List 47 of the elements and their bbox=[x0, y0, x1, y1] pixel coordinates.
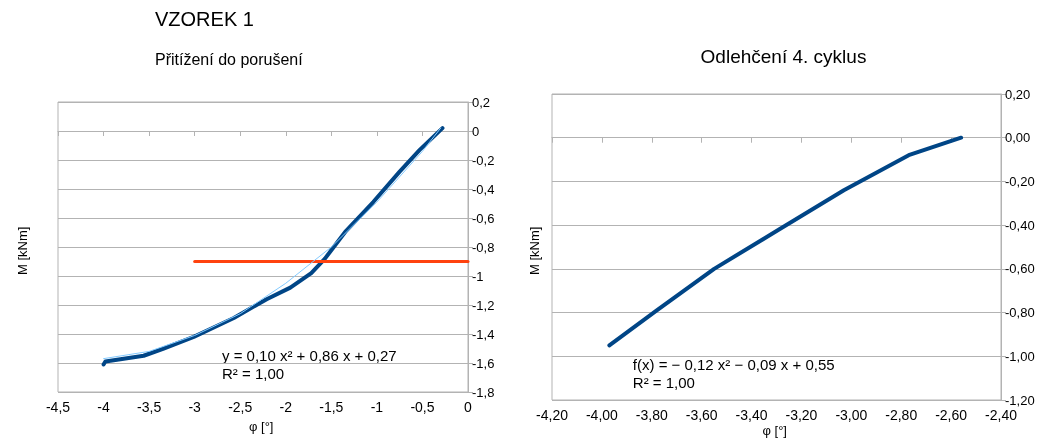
y-tick-label: -1 bbox=[472, 268, 484, 284]
y-tick-label: -1,00 bbox=[1005, 348, 1035, 364]
y-tick-label: -0,6 bbox=[472, 210, 495, 226]
line-series bbox=[607, 135, 964, 348]
y-axis-title: M [kNm] bbox=[15, 226, 30, 275]
x-axis-title: φ [°] bbox=[249, 419, 274, 434]
y-tick-label: -0,2 bbox=[472, 152, 495, 168]
x-tick-label: -1 bbox=[370, 399, 384, 415]
y-tick-label: 0,2 bbox=[472, 94, 491, 110]
y-tick-label: -0,4 bbox=[472, 181, 495, 197]
y-tick-label: 0,00 bbox=[1005, 130, 1031, 146]
chart-title: VZOREK 1 bbox=[155, 8, 254, 30]
x-tick-label: -4,00 bbox=[585, 407, 619, 423]
x-tick-label: -2,60 bbox=[935, 407, 968, 423]
y-axis-title: M [kNm] bbox=[527, 226, 542, 275]
x-tick-label: -4,5 bbox=[45, 399, 71, 415]
y-tick-label: -1,6 bbox=[472, 355, 495, 371]
x-tick-label: -2,5 bbox=[228, 399, 253, 415]
x-tick-label: -2 bbox=[279, 399, 293, 415]
y-tick-label: -0,80 bbox=[1005, 305, 1035, 321]
x-tick-label: -0,5 bbox=[410, 399, 435, 415]
annotation: f(x) = − 0,12 x² − 0,09 x + 0,55 R² = 1,00 bbox=[632, 355, 835, 391]
y-tick-label: 0,20 bbox=[1005, 86, 1031, 102]
y-tick-label: -1,4 bbox=[472, 326, 495, 342]
y-tick-label: -1,8 bbox=[472, 384, 495, 400]
y-tick-label: -0,40 bbox=[1005, 217, 1035, 233]
x-tick-label: -3,60 bbox=[685, 407, 718, 423]
x-tick-label: -3,20 bbox=[785, 407, 818, 423]
x-tick-label: -3,5 bbox=[137, 399, 162, 415]
y-tick-label: -0,20 bbox=[1005, 173, 1035, 189]
x-tick-label: -3,80 bbox=[635, 407, 668, 423]
x-axis-title: φ [°] bbox=[762, 423, 787, 438]
x-tick-label: -2,40 bbox=[985, 407, 1018, 423]
x-tick-label: -1,5 bbox=[319, 399, 344, 415]
x-tick-label: -4 bbox=[97, 399, 110, 415]
chart-subtitle: Přitížení do porušení bbox=[155, 50, 304, 68]
x-tick-label: -3,40 bbox=[735, 407, 768, 423]
y-tick-label: -0,8 bbox=[472, 239, 495, 255]
y-tick-label: -0,60 bbox=[1005, 261, 1035, 277]
x-tick-label: -3,00 bbox=[835, 407, 868, 423]
x-tick-label: -2,80 bbox=[885, 407, 918, 423]
y-tick-label: -1,2 bbox=[472, 297, 495, 313]
y-tick-label: -1,20 bbox=[1005, 392, 1035, 408]
x-tick-label: -3 bbox=[188, 399, 202, 415]
chart-title: Odlehčení 4. cyklus bbox=[700, 46, 867, 67]
x-tick-label: -4,20 bbox=[536, 407, 569, 423]
y-tick-label: 0 bbox=[472, 123, 480, 139]
